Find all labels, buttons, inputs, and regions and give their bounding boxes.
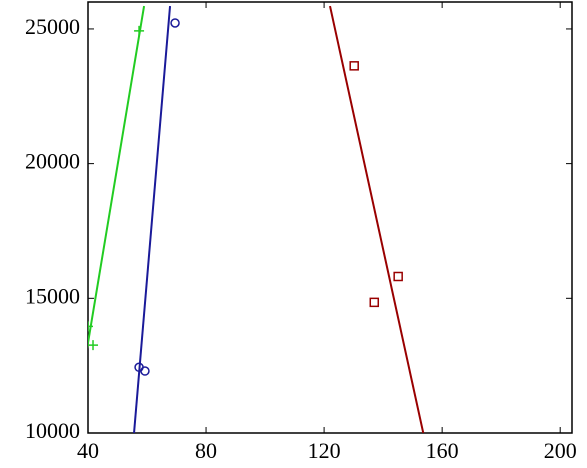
point: [170, 18, 180, 28]
y-tick-label: 25000: [25, 14, 80, 39]
plot-frame: [87, 1, 573, 434]
x-tick-label: 40: [77, 438, 99, 463]
y-tick-label: 20000: [25, 149, 80, 174]
point: [88, 321, 93, 332]
y-tick-label: 10000: [25, 418, 80, 443]
point: [369, 297, 380, 308]
fit-line: [329, 5, 425, 433]
x-tick-label: 80: [195, 438, 217, 463]
point: [140, 366, 150, 376]
point: [88, 340, 99, 351]
y-tick-label: 15000: [25, 283, 80, 308]
x-tick-label: 160: [426, 438, 459, 463]
plot-area: [88, 5, 425, 433]
fit-line: [88, 5, 146, 349]
point: [349, 61, 359, 71]
x-tick-label: 200: [544, 438, 577, 463]
point: [393, 271, 403, 282]
point: [134, 25, 145, 36]
x-tick-label: 120: [308, 438, 341, 463]
fit-line: [133, 5, 172, 433]
